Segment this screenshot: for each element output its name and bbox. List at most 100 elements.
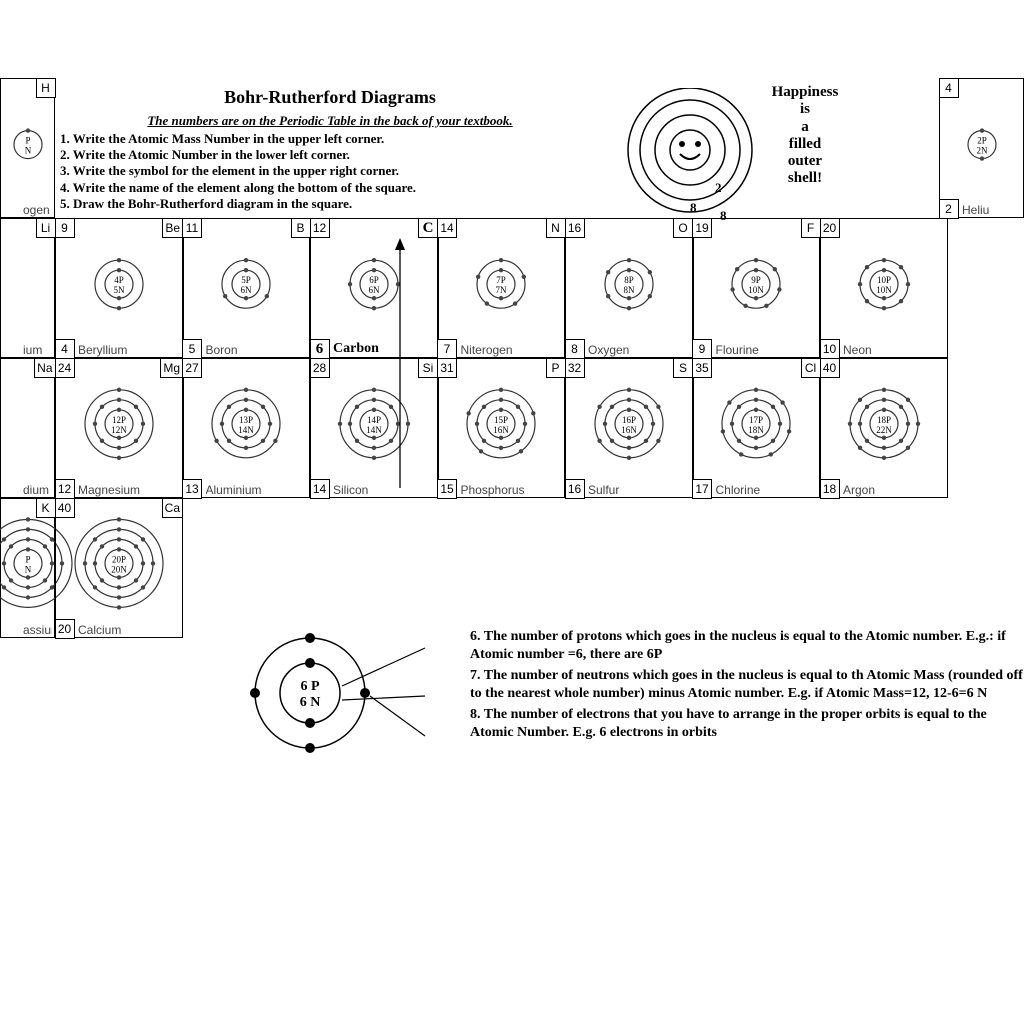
mass-number: 11 [182,218,202,238]
element-symbol: N [546,218,566,238]
atomic-number: 18 [820,479,840,499]
element-name: Flourine [716,343,818,357]
worksheet-subtitle: The numbers are on the Periodic Table in… [60,113,600,129]
mass-number: 27 [182,358,202,378]
instruction-item: 4. Write the name of the element along t… [60,180,600,196]
svg-text:16P: 16P [622,415,636,425]
element-cell: 9Be4Beryllium4P5N [55,218,183,358]
element-name: Neon [843,343,945,357]
smiley-icon: 2 8 8 [620,88,760,228]
bohr-diagram: 9P10N [726,254,786,319]
element-symbol: Cl [801,358,821,378]
worksheet-title: Bohr-Rutherford Diagrams [60,86,600,109]
svg-text:12P: 12P [112,415,126,425]
element-cell: 40Ca20Calcium20P20N [55,498,183,638]
bohr-diagram: 7P7N [471,254,531,319]
mass-number: 16 [565,218,585,238]
atomic-number: 6 [310,339,330,359]
element-symbol: O [673,218,693,238]
footnote-item: 6. The number of protons which goes in t… [470,628,1024,663]
element-cell: Liium [0,218,55,358]
element-cell: KassiumPN [0,498,55,638]
atomic-number: 15 [437,479,457,499]
element-name: Oxygen [588,343,690,357]
atomic-number: 7 [437,339,457,359]
element-name: ium [23,343,52,357]
element-name: Heliu [962,203,1021,217]
svg-text:22N: 22N [876,425,892,435]
instruction-list: 1. Write the Atomic Mass Number in the u… [60,131,600,212]
bohr-diagram: 20P20N [69,513,169,618]
svg-text:6 N: 6 N [300,695,321,710]
element-symbol: Na [34,358,55,378]
element-symbol: S [673,358,693,378]
svg-text:20N: 20N [111,564,127,574]
svg-text:16N: 16N [494,425,510,435]
element-symbol: Mg [160,358,183,378]
footnote-item: 7. The number of neutrons which goes in … [470,667,1024,702]
mass-number: 12 [310,218,330,238]
element-name: Chlorine [716,483,818,497]
element-cell: 24Mg12Magnesium12P12N [55,358,183,498]
element-name: Phosphorus [461,483,563,497]
svg-text:5N: 5N [113,285,125,295]
svg-text:6 P: 6 P [300,679,320,694]
atomic-number: 9 [692,339,712,359]
bohr-diagram: 16P16N [589,384,669,469]
carbon-arrow-icon [370,238,430,498]
svg-text:12N: 12N [111,425,127,435]
element-name: Boron [206,343,308,357]
element-name: dium [23,483,52,497]
element-name: Magnesium [78,483,180,497]
bohr-diagram: 12P12N [79,384,159,469]
mass-number: 4 [939,78,959,98]
svg-text:8: 8 [690,200,697,215]
instructions-header: Bohr-Rutherford Diagrams The numbers are… [60,86,600,212]
atomic-number: 12 [55,479,75,499]
happiness-caption: Happiness is a filled outer shell! [770,84,840,188]
happiness-smiley: 2 8 8 [620,88,760,233]
svg-text:15P: 15P [494,415,508,425]
atomic-number: 5 [182,339,202,359]
svg-text:N: N [24,146,31,156]
svg-text:2: 2 [715,180,722,195]
example-atom: 6 P 6 N [230,618,450,773]
element-symbol: Be [162,218,183,238]
atomic-number: 8 [565,339,585,359]
svg-text:P: P [25,554,30,564]
element-name: Aluminium [206,483,308,497]
svg-text:6N: 6N [241,285,253,295]
bohr-diagram: 2P2N [962,125,1002,170]
element-symbol: C [418,218,438,238]
mass-number: 20 [820,218,840,238]
svg-text:2N: 2N [976,146,988,156]
bohr-diagram: 17P18N [716,384,796,469]
atomic-number: 4 [55,339,75,359]
footnotes: 6. The number of protons which goes in t… [470,628,1024,745]
svg-text:14N: 14N [239,425,255,435]
mass-number: 28 [310,358,330,378]
svg-text:10P: 10P [877,275,891,285]
element-symbol: F [801,218,821,238]
atomic-number: 17 [692,479,712,499]
svg-text:16N: 16N [621,425,637,435]
element-cell: 2713Aluminium13P14N [183,358,311,498]
svg-text:7P: 7P [496,275,506,285]
element-name: Sulfur [588,483,690,497]
mass-number: 19 [692,218,712,238]
element-name: Argon [843,483,945,497]
svg-text:8P: 8P [624,275,634,285]
element-name: Niterogen [461,343,563,357]
bohr-diagram: 13P14N [206,384,286,469]
bohr-diagram: PN [8,125,48,170]
svg-text:7N: 7N [496,285,508,295]
mass-number: 32 [565,358,585,378]
element-cell: 11B5Boron5P6N [183,218,311,358]
element-symbol: P [546,358,566,378]
atomic-number: 16 [565,479,585,499]
element-symbol: H [36,78,56,98]
element-cell: 4018Argon18P22N [820,358,948,498]
element-cell: Na dium [0,358,55,498]
instruction-item: 5. Draw the Bohr-Rutherford diagram in t… [60,196,600,212]
element-symbol: B [291,218,311,238]
